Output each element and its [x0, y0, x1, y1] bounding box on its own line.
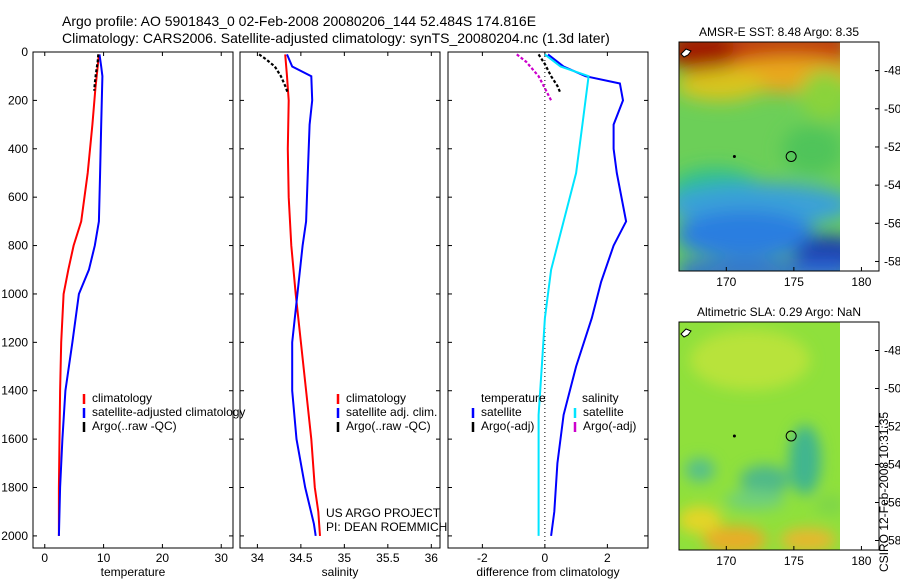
x-tick-label: 20 [156, 551, 170, 565]
x-tick-label: 10 [97, 551, 111, 565]
y-tick-label: 600 [8, 190, 28, 204]
x-tick-label: 180 [851, 554, 871, 568]
sst-heatmap [679, 42, 840, 271]
y-tick-label: -48 [884, 64, 900, 78]
y-tick-label: -50 [884, 382, 900, 396]
legend-label: Argo(..raw -QC) [346, 419, 431, 433]
y-tick-label: -52 [884, 420, 900, 434]
x-tick-label: 30 [215, 551, 229, 565]
series-line [93, 54, 100, 91]
legend-label: climatology [346, 391, 406, 405]
coastline-outline [680, 48, 692, 58]
profile-title: Argo profile: AO 5901843_0 02-Feb-2008 2… [62, 13, 537, 29]
series-line [258, 53, 289, 94]
x-tick-label: 34.5 [289, 551, 313, 565]
y-tick-label: 1600 [1, 432, 28, 446]
y-tick-label: -56 [884, 496, 900, 510]
legend-header: temperature [481, 391, 546, 405]
salinity-x-axis-label: salinity [322, 565, 359, 579]
x-tick-label: 36 [425, 551, 439, 565]
y-tick-label: 2000 [1, 529, 28, 543]
y-tick-label: 200 [8, 93, 28, 107]
x-tick-label: 34 [251, 551, 265, 565]
y-tick-label: 400 [8, 142, 28, 156]
x-tick-label: 180 [851, 275, 871, 289]
legend-label: satellite [583, 405, 624, 419]
x-tick-label: 175 [784, 275, 804, 289]
sla_map-frame [678, 321, 880, 551]
series-line [537, 53, 590, 536]
legend-label: satellite [481, 405, 522, 419]
series-line [547, 53, 628, 537]
y-tick-label: -58 [884, 534, 900, 548]
sst_map-frame [678, 41, 880, 272]
salinity-panel: 34 34.5 35 35.5 36 salinity climatologysatelli… [239, 51, 447, 579]
project-annotation: US ARGO PROJECT [326, 506, 441, 520]
x-tick-label: -2 [477, 551, 488, 565]
timestamp-stamp: CSIRO 12-Feb-2008 10:31:35 [877, 411, 891, 572]
climatology-subtitle: Climatology: CARS2006. Satellite-adjuste… [62, 30, 610, 46]
x-tick-label: 35.5 [376, 551, 400, 565]
x-tick-label: 0 [542, 551, 549, 565]
x-tick-label: 170 [716, 275, 736, 289]
sst_map-title: AMSR-E SST: 8.48 Argo: 8.35 [699, 25, 859, 39]
legend-header: salinity [582, 391, 619, 405]
y-tick-label: 1200 [1, 335, 28, 349]
y-tick-label: 1000 [1, 287, 28, 301]
profile-location-marker [785, 430, 797, 442]
project-annotation: PI: DEAN ROEMMICH [326, 520, 447, 534]
legend-label: climatology [92, 391, 152, 405]
temperature-x-axis-label: temperature [101, 565, 166, 579]
legend-label: Argo(-adj) [481, 419, 534, 433]
x-tick-label: 175 [784, 554, 804, 568]
series-line [57, 54, 104, 536]
y-tick-label: 0 [21, 45, 28, 59]
x-tick-label: 35 [338, 551, 352, 565]
y-tick-label: -54 [884, 458, 900, 472]
coast-dot [732, 434, 736, 438]
temperature-frame [32, 51, 234, 549]
legend-label: Argo(..raw -QC) [92, 419, 177, 433]
difference-x-axis-label: difference from climatology [476, 565, 619, 579]
legend-label: satellite-adjusted climatology [92, 405, 245, 419]
x-tick-label: 0 [41, 551, 48, 565]
coastline-outline [680, 328, 692, 338]
y-tick-label: 800 [8, 239, 28, 253]
sla-heatmap [679, 322, 840, 550]
series-line [284, 54, 321, 536]
y-tick-label: -50 [884, 102, 900, 116]
x-tick-label: 2 [604, 551, 611, 565]
legend-label: satellite adj. clim. [346, 405, 437, 419]
salinity-frame [239, 51, 441, 549]
y-tick-label: -54 [884, 178, 900, 192]
x-tick-label: 170 [716, 554, 736, 568]
sst-map-axes: AMSR-E SST: 8.48 Argo: 8.35 170 175 180 -48 -… [678, 25, 900, 289]
difference-frame [447, 51, 649, 549]
coast-dot [732, 155, 736, 158]
series-line [516, 53, 553, 101]
sla_map-title: Altimetric SLA: 0.29 Argo: NaN [697, 305, 861, 319]
y-tick-label: -52 [884, 140, 900, 154]
series-line [286, 54, 317, 537]
series-line [537, 53, 562, 94]
y-tick-label: 1800 [1, 481, 28, 495]
y-tick-label: 1400 [1, 384, 28, 398]
y-tick-label: -58 [884, 254, 900, 268]
series-line [57, 54, 100, 536]
legend-label: Argo(-adj) [583, 419, 636, 433]
profile-location-marker [785, 151, 797, 162]
temperature-panel: 0 10 20 30 temperature 0 200 400 600 800 1000 1200 1… [1, 45, 245, 579]
y-tick-label: -48 [884, 344, 900, 358]
y-tick-label: -56 [884, 216, 900, 230]
